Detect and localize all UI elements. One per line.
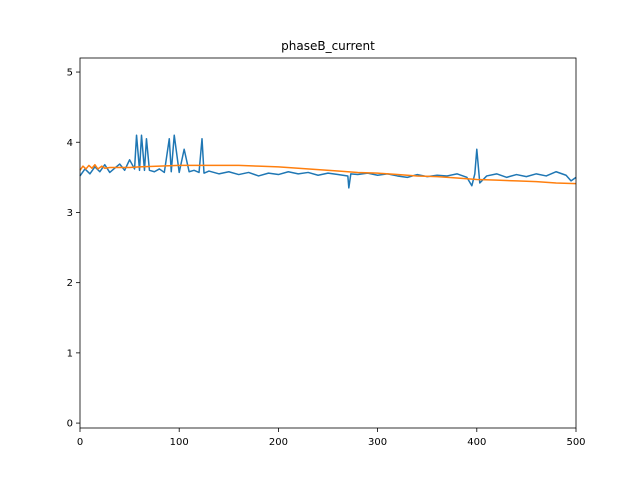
y-tick-label: 2	[67, 278, 73, 289]
x-tick-label: 300	[368, 437, 387, 448]
x-tick-label: 400	[467, 437, 486, 448]
y-tick-label: 3	[67, 208, 73, 219]
x-tick-label: 0	[77, 437, 83, 448]
series-1-line	[79, 134, 577, 189]
x-tick-label: 500	[566, 437, 585, 448]
series-2-line	[79, 163, 577, 185]
x-tick-label: 200	[269, 437, 288, 448]
plot-frame	[79, 57, 577, 429]
y-tick-label: 1	[67, 348, 73, 359]
y-tick-label: 5	[67, 68, 73, 79]
x-tick-label: 100	[170, 437, 189, 448]
y-tick-label: 4	[67, 138, 73, 149]
axis-layer: 0 100 200 300 400 500 0 1 2 3 4 5	[67, 68, 586, 448]
chart-title: phaseB_current	[281, 39, 375, 53]
series-layer	[79, 134, 577, 189]
y-tick-label: 0	[67, 419, 73, 430]
